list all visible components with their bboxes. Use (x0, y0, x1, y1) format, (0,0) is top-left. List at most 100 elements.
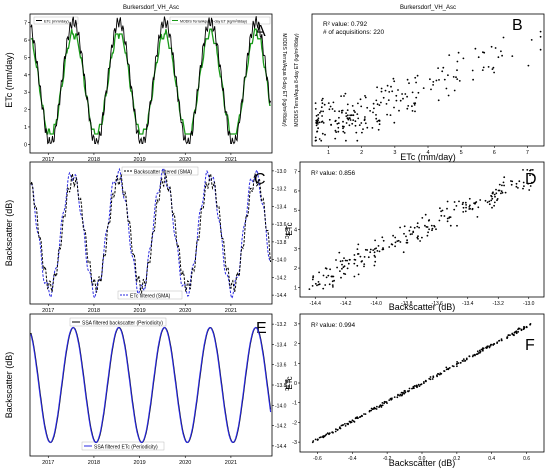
x-tick-label: 0.2 (453, 456, 460, 462)
scatter-point (500, 192, 502, 195)
scatter-point (350, 114, 353, 117)
scatter-point (501, 184, 503, 187)
scatter-point (328, 432, 331, 434)
scatter-point (409, 226, 412, 229)
panel-f-letter: F (525, 337, 535, 354)
scatter-point (439, 207, 441, 210)
scatter-point (501, 54, 503, 57)
y-tick-label: -14.4 (275, 293, 287, 299)
scatter-point (453, 201, 456, 203)
scatter-point (443, 78, 446, 81)
scatter-point (492, 191, 494, 194)
scatter-point (325, 433, 328, 436)
scatter-point (520, 328, 523, 331)
x-tick-label: -0.4 (348, 456, 357, 462)
scatter-point (376, 86, 378, 89)
scatter-point (452, 365, 455, 368)
scatter-point (456, 69, 458, 72)
scatter-point (378, 104, 381, 106)
scatter-point (390, 243, 393, 246)
scatter-point (393, 80, 396, 83)
scatter-point (490, 343, 492, 346)
scatter-point (364, 122, 367, 125)
scatter-point (389, 114, 392, 116)
scatter-point (500, 190, 503, 193)
y-tick-label: -13.2 (275, 322, 287, 328)
scatter-point (399, 99, 402, 102)
y-tick-label: 2 (24, 108, 27, 114)
scatter-point (428, 228, 430, 231)
scatter-point (457, 51, 460, 54)
scatter-point (438, 79, 440, 81)
scatter-point (331, 284, 334, 286)
scatter-point (428, 219, 431, 221)
scatter-point (522, 187, 524, 190)
scatter-point (427, 231, 429, 234)
scatter-point (462, 206, 465, 209)
scatter-point (417, 383, 420, 386)
scatter-point (429, 378, 432, 381)
scatter-point (413, 385, 416, 387)
scatter-point (494, 195, 496, 198)
scatter-point (378, 123, 381, 126)
scatter-point (384, 89, 387, 92)
scatter-point (331, 275, 334, 278)
panel-e-letter: E (256, 320, 267, 337)
scatter-point (395, 99, 398, 102)
scatter-point (431, 227, 434, 230)
scatter-point (323, 103, 326, 106)
scatter-point (491, 206, 493, 209)
panel-c: Backscatter (dB) ETc C Backscatter filte… (4, 161, 290, 314)
scatter-point (518, 180, 521, 183)
scatter-point (493, 193, 496, 196)
scatter-point (446, 217, 449, 220)
scatter-point (345, 139, 347, 142)
scatter-point (359, 255, 362, 258)
scatter-point (447, 94, 450, 97)
scatter-point (464, 210, 467, 213)
scatter-point (317, 123, 319, 125)
scatter-point (412, 386, 415, 388)
scatter-point (403, 392, 405, 395)
panel-e-ylabel: Backscatter (dB) (4, 352, 14, 419)
scatter-point (363, 118, 366, 120)
scatter-point (453, 89, 456, 92)
panel-b-count: # of acquisitions: 220 (323, 29, 384, 36)
scatter-point (408, 229, 411, 232)
x-tick-label: 2021 (225, 157, 237, 163)
scatter-point (417, 91, 420, 94)
scatter-point (320, 436, 322, 438)
scatter-point (352, 119, 355, 121)
scatter-point (378, 120, 381, 122)
x-tick-label: 2021 (225, 308, 237, 314)
y-tick-label: -14.2 (275, 424, 287, 430)
x-tick-label: 2018 (88, 460, 100, 466)
scatter-point (397, 393, 399, 396)
x-tick-label: 3 (393, 150, 396, 156)
scatter-point (482, 347, 485, 350)
scatter-point (515, 331, 518, 334)
scatter-point (418, 385, 421, 387)
x-tick-label: 1 (327, 150, 330, 156)
scatter-point (469, 204, 471, 207)
scatter-point (353, 109, 355, 112)
scatter-point (405, 241, 408, 244)
scatter-point (422, 87, 425, 89)
y-tick-label: 3 (294, 322, 297, 328)
y-tick-label: -14.2 (275, 275, 287, 281)
scatter-point (527, 182, 529, 185)
scatter-point (353, 421, 356, 423)
scatter-point (492, 66, 495, 69)
scatter-point (321, 132, 324, 135)
scatter-point (359, 415, 362, 418)
scatter-point (421, 217, 424, 219)
y-tick-label: 2 (294, 266, 297, 272)
scatter-point (476, 216, 479, 218)
scatter-point (373, 251, 376, 254)
scatter-point (385, 401, 388, 403)
scatter-point (338, 116, 340, 119)
scatter-point (468, 208, 471, 210)
scatter-point (347, 262, 350, 265)
scatter-point (364, 95, 366, 97)
scatter-point (347, 423, 349, 426)
